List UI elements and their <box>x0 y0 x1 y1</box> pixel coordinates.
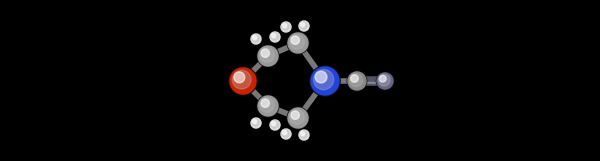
Circle shape <box>287 32 309 54</box>
Circle shape <box>348 72 366 90</box>
Circle shape <box>376 72 394 90</box>
Circle shape <box>299 130 309 140</box>
Circle shape <box>271 33 278 40</box>
Circle shape <box>299 21 309 31</box>
Circle shape <box>260 98 274 112</box>
Circle shape <box>281 22 292 32</box>
Circle shape <box>290 110 304 124</box>
Circle shape <box>269 32 280 42</box>
Circle shape <box>230 68 256 94</box>
Circle shape <box>288 108 308 128</box>
Circle shape <box>314 70 334 90</box>
Circle shape <box>269 120 280 130</box>
Circle shape <box>229 67 257 95</box>
Circle shape <box>271 122 276 126</box>
Circle shape <box>287 107 309 129</box>
Circle shape <box>261 49 269 57</box>
Circle shape <box>300 22 307 29</box>
Circle shape <box>283 24 287 28</box>
Circle shape <box>283 131 287 135</box>
Circle shape <box>351 75 358 82</box>
Circle shape <box>258 46 278 66</box>
Circle shape <box>234 72 245 83</box>
Circle shape <box>252 35 259 42</box>
Circle shape <box>260 48 274 62</box>
Circle shape <box>290 35 304 49</box>
Circle shape <box>282 23 289 30</box>
Circle shape <box>379 74 390 86</box>
Circle shape <box>258 96 278 116</box>
Circle shape <box>252 119 259 126</box>
Circle shape <box>282 130 289 137</box>
Circle shape <box>253 35 257 40</box>
Circle shape <box>251 34 262 44</box>
Circle shape <box>301 23 305 27</box>
Circle shape <box>257 45 279 67</box>
Circle shape <box>310 66 340 96</box>
Circle shape <box>288 33 308 53</box>
Circle shape <box>270 120 280 130</box>
Circle shape <box>301 132 305 136</box>
Circle shape <box>377 73 393 89</box>
Circle shape <box>251 118 262 128</box>
Circle shape <box>251 34 261 44</box>
Circle shape <box>347 71 367 91</box>
Circle shape <box>281 129 291 139</box>
Circle shape <box>300 131 307 138</box>
Circle shape <box>291 111 299 119</box>
Circle shape <box>281 22 291 32</box>
Circle shape <box>232 70 251 89</box>
Circle shape <box>270 32 280 42</box>
Circle shape <box>271 33 276 38</box>
Circle shape <box>291 36 299 44</box>
Circle shape <box>299 21 310 31</box>
Circle shape <box>299 130 310 140</box>
Circle shape <box>253 119 257 124</box>
Circle shape <box>261 99 269 107</box>
Circle shape <box>350 74 362 87</box>
Circle shape <box>271 121 278 128</box>
Circle shape <box>379 75 386 82</box>
Circle shape <box>311 67 339 95</box>
Circle shape <box>251 118 261 128</box>
Circle shape <box>281 129 292 139</box>
Circle shape <box>315 71 327 83</box>
Circle shape <box>257 95 279 117</box>
